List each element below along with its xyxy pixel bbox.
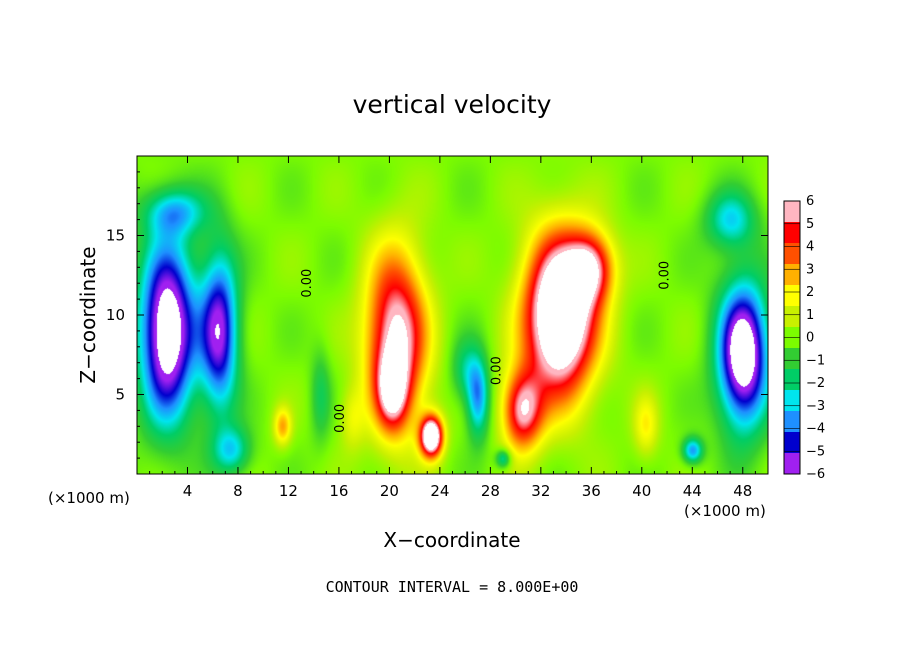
colorbar-tick-label: −5 bbox=[806, 444, 825, 459]
x-tick-label: 8 bbox=[233, 482, 243, 500]
x-axis-ticks: 4 8 12 16 20 24 28 32 36 40 44 48 bbox=[149, 156, 756, 500]
colorbar-segment bbox=[784, 243, 800, 265]
contour-label: 0.00 bbox=[333, 404, 348, 433]
plot-area: 0.00 0.00 0.00 0.00 bbox=[136, 155, 769, 475]
colorbar-segment bbox=[784, 453, 800, 475]
contour-label: 0.00 bbox=[657, 261, 672, 290]
contour-label: 0.00 bbox=[489, 356, 504, 385]
colorbar-tick-label: 5 bbox=[806, 217, 814, 232]
y-tick-label: 10 bbox=[106, 306, 125, 324]
colorbar-tick-label: 3 bbox=[806, 262, 814, 277]
y-axis-ticks: 5 10 15 bbox=[106, 171, 768, 459]
colorbar-segment bbox=[784, 432, 800, 454]
y-axis-label: Z−coordinate bbox=[76, 246, 100, 383]
x-tick-label: 16 bbox=[329, 482, 348, 500]
y-tick-label: 5 bbox=[115, 386, 125, 404]
colorbar-segment bbox=[784, 411, 800, 433]
colorbar-tick-label: 4 bbox=[806, 240, 814, 255]
colorbar-tick-label: −1 bbox=[806, 353, 825, 368]
colorbar-tick-label: 0 bbox=[806, 331, 814, 346]
colorbar-tick-label: −2 bbox=[806, 376, 825, 391]
x-tick-label: 32 bbox=[531, 482, 550, 500]
x-tick-label: 36 bbox=[582, 482, 601, 500]
contour-interval-note: CONTOUR INTERVAL = 8.000E+00 bbox=[326, 578, 579, 596]
x-origin-unit-label: (×1000 m) bbox=[48, 489, 130, 507]
colorbar-segment bbox=[784, 348, 800, 370]
x-tick-label: 12 bbox=[279, 482, 298, 500]
colorbar-tick-label: 2 bbox=[806, 285, 814, 300]
heatmap-field bbox=[137, 156, 768, 474]
colorbar-segment bbox=[784, 390, 800, 412]
heatmap-field-holder bbox=[137, 156, 768, 474]
colorbar-tick-label: −6 bbox=[806, 467, 825, 482]
colorbar-segment bbox=[784, 201, 800, 223]
colorbar-segment bbox=[784, 264, 800, 286]
x-tick-label: 20 bbox=[380, 482, 399, 500]
x-tick-label: 40 bbox=[632, 482, 651, 500]
x-tick-label: 4 bbox=[183, 482, 193, 500]
x-axis-label: X−coordinate bbox=[383, 528, 520, 552]
contour-labels: 0.00 0.00 0.00 0.00 bbox=[300, 261, 672, 433]
contour-label: 0.00 bbox=[300, 269, 315, 298]
colorbar-segment bbox=[784, 306, 800, 328]
x-tick-label: 44 bbox=[683, 482, 702, 500]
colorbar: 6 5 4 3 2 1 0 −1 −2 −3 −4 −5 −6 bbox=[783, 194, 825, 482]
y-tick-label: 15 bbox=[106, 227, 125, 245]
colorbar-tick-label: 1 bbox=[806, 308, 814, 323]
colorbar-tick-label: −4 bbox=[806, 422, 825, 437]
colorbar-segment bbox=[784, 369, 800, 391]
chart-title: vertical velocity bbox=[353, 90, 552, 119]
x-tick-label: 48 bbox=[733, 482, 752, 500]
x-axis-unit-label: (×1000 m) bbox=[684, 502, 766, 520]
colorbar-tick-label: 6 bbox=[806, 194, 814, 209]
colorbar-segment bbox=[784, 285, 800, 307]
x-tick-label: 28 bbox=[481, 482, 500, 500]
colorbar-segment bbox=[784, 222, 800, 244]
x-tick-label: 24 bbox=[430, 482, 449, 500]
colorbar-tick-label: −3 bbox=[806, 399, 825, 414]
